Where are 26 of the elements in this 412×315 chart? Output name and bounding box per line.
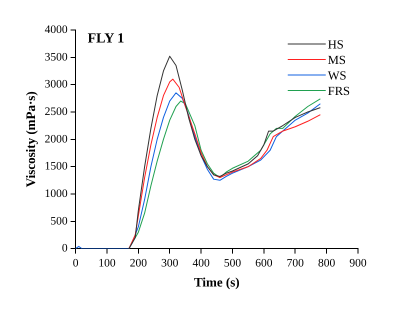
x-tick-label: 700 xyxy=(286,258,304,270)
x-tick-label: 100 xyxy=(98,258,116,270)
x-tick-label: 900 xyxy=(349,258,367,270)
y-tick-label: 4000 xyxy=(44,24,68,36)
y-tick-label: 2000 xyxy=(44,133,68,146)
legend-label: MS xyxy=(328,52,346,67)
legend-label: HS xyxy=(328,37,344,52)
y-tick-label: 0 xyxy=(62,242,68,255)
chart-title: FLY 1 xyxy=(88,32,124,47)
x-tick-label: 0 xyxy=(72,258,79,270)
x-tick-label: 600 xyxy=(255,258,273,270)
x-tick-label: 500 xyxy=(224,258,242,270)
y-tick-label: 2500 xyxy=(44,106,68,118)
legend-label: FRS xyxy=(328,84,350,98)
y-tick-label: 1500 xyxy=(44,160,68,173)
legend-label: WS xyxy=(328,68,347,82)
y-tick-label: 3500 xyxy=(44,51,68,64)
y-tick-label: 3000 xyxy=(44,78,68,91)
y-axis-title: Viscosity (mPa·s) xyxy=(23,91,38,188)
x-tick-label: 200 xyxy=(130,258,148,270)
x-tick-label: 300 xyxy=(161,258,179,270)
y-tick-label: 1000 xyxy=(44,188,68,200)
x-tick-label: 400 xyxy=(192,258,210,270)
x-tick-label: 800 xyxy=(318,258,336,270)
x-axis-title: Time (s) xyxy=(194,274,240,290)
y-tick-label: 500 xyxy=(50,215,68,228)
